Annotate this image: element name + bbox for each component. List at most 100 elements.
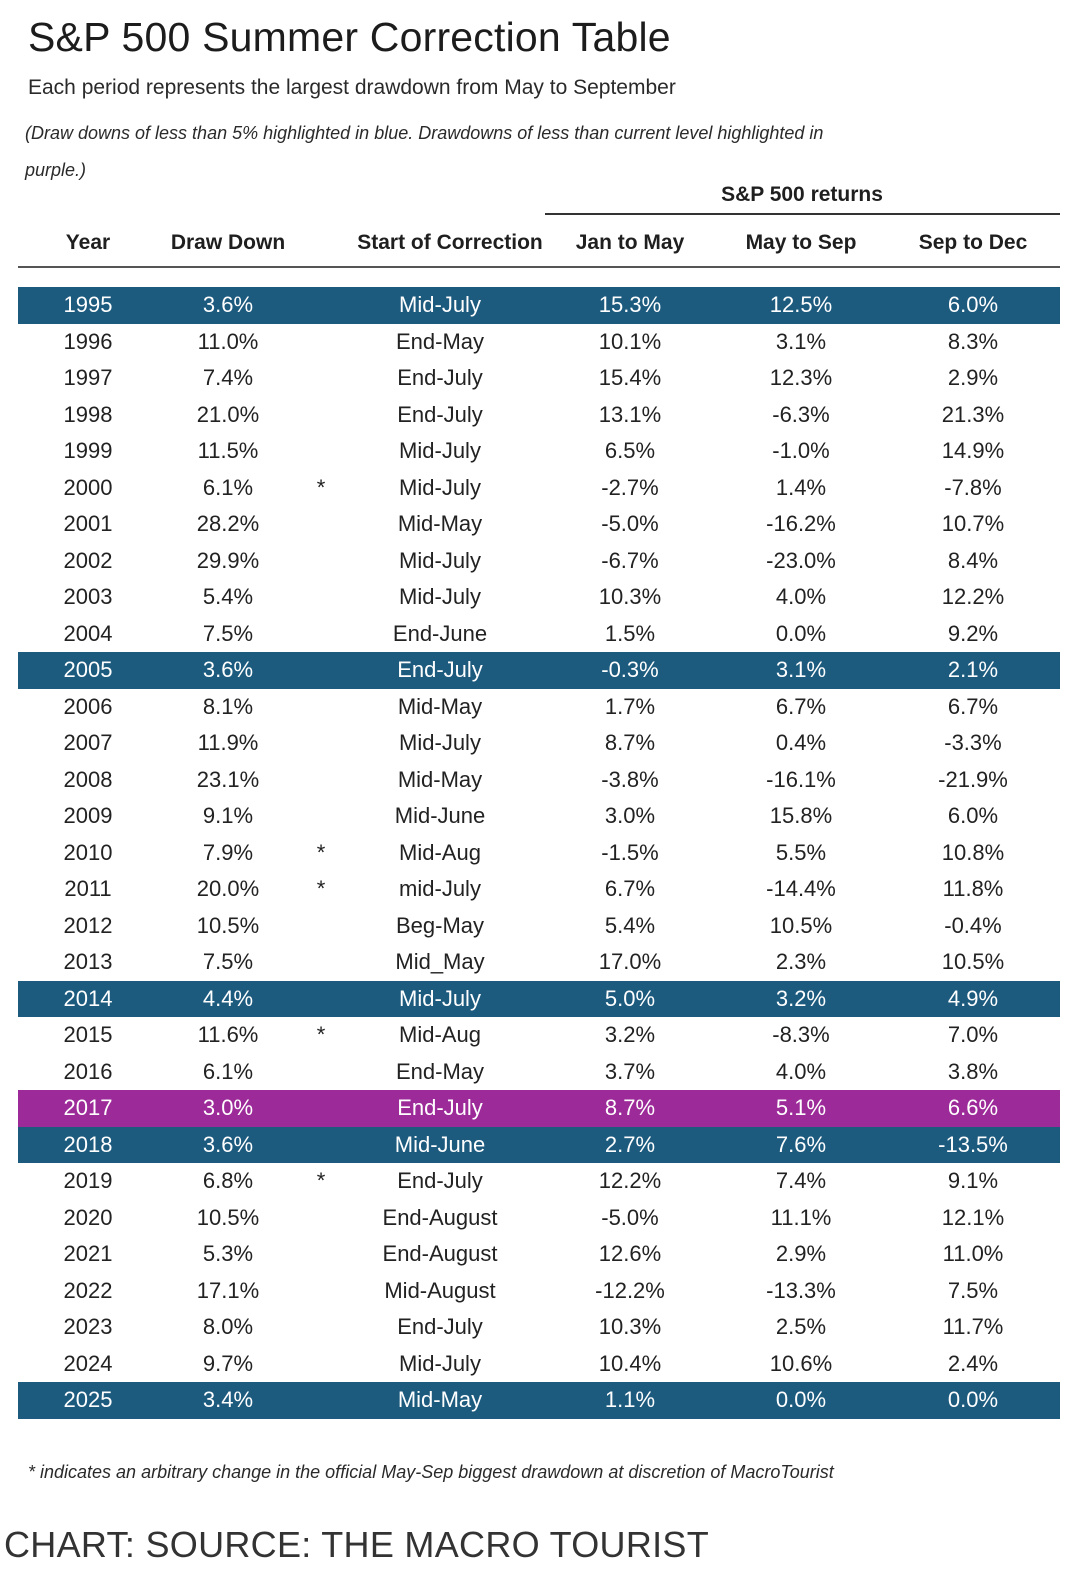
cell-jan-to-may: 1.7% (604, 693, 656, 719)
table-row: 2006 8.1% Mid-May 1.7% 6.7% 6.7% (18, 689, 1060, 726)
header-jan-to-may: Jan to May (575, 231, 685, 254)
table-row: 1999 11.5% Mid-July 6.5% -1.0% 14.9% (18, 433, 1060, 470)
cell-may-to-sep: -16.1% (766, 766, 836, 792)
cell-start-of-correction: Mid-June (394, 803, 486, 828)
cell-discretion-mark: * (316, 1168, 326, 1193)
table-row: 1996 11.0% End-May 10.1% 3.1% 8.3% (18, 324, 1060, 361)
cell-start-of-correction: End-May (395, 328, 485, 354)
cell-start-of-correction: Mid-July (399, 547, 481, 573)
chart-title: S&P 500 Summer Correction Table (28, 14, 671, 60)
table-row: 2017 3.0% End-July 8.7% 5.1% 6.6% (18, 1090, 1060, 1127)
cell-may-to-sep: 0.4% (775, 730, 827, 755)
cell-draw-down: 11.9% (197, 730, 259, 755)
cell-may-to-sep: 10.6% (769, 1350, 833, 1376)
cell-jan-to-may: 10.4% (598, 1350, 662, 1376)
cell-sep-to-dec: 3.8% (947, 1058, 999, 1084)
cell-draw-down: 10.5% (196, 1204, 260, 1230)
cell-jan-to-may: 8.7% (604, 730, 656, 755)
table-row: 2021 5.3% End-August 12.6% 2.9% 11.0% (18, 1236, 1060, 1273)
cell-draw-down: 4.4% (202, 985, 254, 1011)
table-row: 2023 8.0% End-July 10.3% 2.5% 11.7% (18, 1309, 1060, 1346)
table-row: 1995 3.6% Mid-July 15.3% 12.5% 6.0% (18, 287, 1060, 324)
cell-sep-to-dec: -21.9% (938, 766, 1008, 792)
cell-year: 2012 (63, 912, 113, 938)
cell-may-to-sep: 5.5% (775, 839, 827, 865)
cell-draw-down: 11.5% (197, 438, 259, 463)
cell-year: 2004 (63, 620, 113, 646)
cell-discretion-mark: * (316, 876, 326, 901)
cell-start-of-correction: Mid-May (397, 693, 483, 719)
cell-jan-to-may: 3.7% (604, 1058, 656, 1084)
cell-sep-to-dec: 0.0% (947, 1387, 999, 1412)
cell-year: 2025 (63, 1387, 113, 1412)
cell-jan-to-may: 1.5% (604, 620, 656, 646)
cell-sep-to-dec: 10.5% (941, 949, 1005, 974)
cell-start-of-correction: End-August (382, 1204, 498, 1230)
table-row: 2024 9.7% Mid-July 10.4% 10.6% 2.4% (18, 1346, 1060, 1383)
cell-may-to-sep: 0.0% (775, 620, 827, 646)
cell-sep-to-dec: 14.9% (941, 438, 1005, 463)
table-row: 2009 9.1% Mid-June 3.0% 15.8% 6.0% (18, 798, 1060, 835)
cell-sep-to-dec: 12.1% (941, 1204, 1005, 1230)
table-row: 2001 28.2% Mid-May -5.0% -16.2% 10.7% (18, 506, 1060, 543)
header-rule (18, 266, 1060, 268)
cell-year: 1996 (63, 328, 113, 354)
cell-sep-to-dec: 10.8% (941, 839, 1005, 865)
table-row: 2005 3.6% End-July -0.3% 3.1% 2.1% (18, 652, 1060, 689)
cell-sep-to-dec: 8.3% (947, 328, 999, 354)
cell-draw-down: 7.5% (202, 949, 254, 974)
cell-jan-to-may: 10.3% (598, 1314, 662, 1339)
table-row: 1998 21.0% End-July 13.1% -6.3% 21.3% (18, 397, 1060, 434)
cell-start-of-correction: Mid-May (397, 766, 483, 792)
cell-year: 2003 (63, 584, 113, 609)
cell-draw-down: 3.6% (202, 1131, 254, 1157)
cell-start-of-correction: mid-July (399, 876, 481, 901)
cell-jan-to-may: 1.1% (604, 1387, 656, 1412)
table-row: 2010 7.9% * Mid-Aug -1.5% 5.5% 10.8% (18, 835, 1060, 872)
cell-year: 2009 (63, 803, 113, 828)
table-row: 2000 6.1% * Mid-July -2.7% 1.4% -7.8% (18, 470, 1060, 507)
cell-draw-down: 23.1% (196, 766, 260, 792)
table-row: 2013 7.5% Mid_May 17.0% 2.3% 10.5% (18, 944, 1060, 981)
cell-draw-down: 17.1% (196, 1277, 260, 1303)
cell-year: 2024 (63, 1350, 113, 1376)
cell-may-to-sep: -13.3% (766, 1277, 836, 1303)
cell-year: 2018 (63, 1131, 113, 1157)
cell-may-to-sep: 12.3% (769, 365, 833, 390)
table-row: 2011 20.0% * mid-July 6.7% -14.4% 11.8% (18, 871, 1060, 908)
table-row: 2008 23.1% Mid-May -3.8% -16.1% -21.9% (18, 762, 1060, 799)
cell-jan-to-may: 3.0% (604, 803, 656, 828)
cell-year: 2023 (63, 1314, 113, 1339)
cell-jan-to-may: -3.8% (601, 766, 659, 792)
header-may-to-sep: May to Sep (745, 231, 857, 254)
cell-draw-down: 6.1% (202, 474, 254, 500)
cell-may-to-sep: 12.5% (769, 292, 833, 317)
cell-year: 2002 (63, 547, 113, 573)
cell-start-of-correction: Mid-July (399, 292, 481, 317)
cell-may-to-sep: 4.0% (775, 584, 827, 609)
cell-may-to-sep: 2.5% (775, 1314, 827, 1339)
cell-draw-down: 29.9% (196, 547, 260, 573)
cell-start-of-correction: Mid-July (399, 1350, 481, 1376)
table-row: 2018 3.6% Mid-June 2.7% 7.6% -13.5% (18, 1126, 1060, 1163)
cell-discretion-mark: * (316, 1022, 326, 1047)
cell-may-to-sep: -8.3% (772, 1022, 830, 1047)
cell-start-of-correction: Mid-July (399, 985, 481, 1011)
cell-sep-to-dec: 21.3% (941, 401, 1005, 427)
cell-may-to-sep: 4.0% (775, 1058, 827, 1084)
cell-year: 1997 (63, 365, 113, 390)
table-row: 2022 17.1% Mid-August -12.2% -13.3% 7.5% (18, 1273, 1060, 1310)
chart-subtitle: Each period represents the largest drawd… (28, 76, 676, 99)
cell-sep-to-dec: -3.3% (944, 730, 1002, 755)
table-row: 2012 10.5% Beg-May 5.4% 10.5% -0.4% (18, 908, 1060, 945)
cell-start-of-correction: Mid-August (384, 1277, 496, 1303)
cell-start-of-correction: Mid-Aug (399, 1022, 481, 1047)
cell-jan-to-may: -2.7% (601, 474, 659, 500)
cell-year: 2001 (63, 511, 113, 536)
cell-jan-to-may: 10.1% (598, 328, 662, 354)
cell-year: 2013 (63, 949, 113, 974)
cell-may-to-sep: -14.4% (766, 876, 836, 901)
table-row: 1997 7.4% End-July 15.4% 12.3% 2.9% (18, 360, 1060, 397)
cell-start-of-correction: End-July (397, 401, 483, 427)
cell-sep-to-dec: -0.4% (944, 912, 1002, 938)
